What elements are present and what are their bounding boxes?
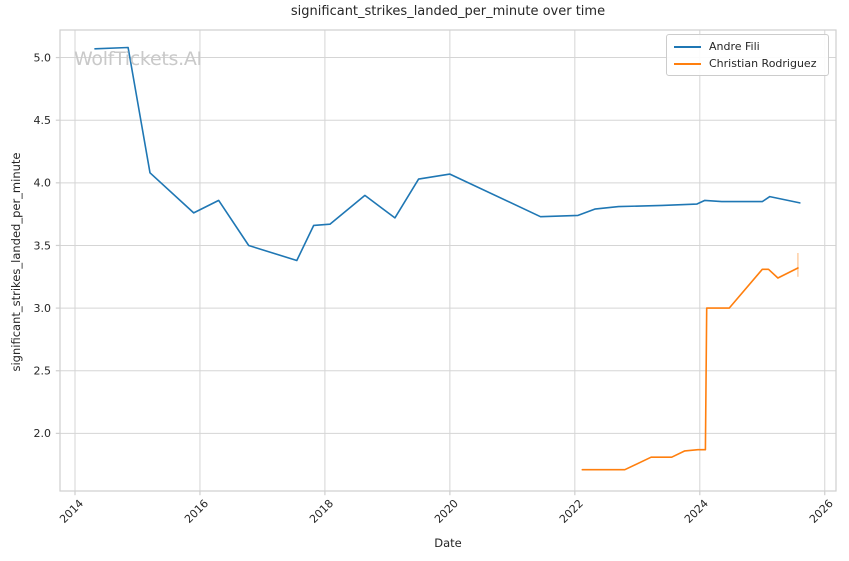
legend-label: Christian Rodriguez — [709, 57, 817, 70]
series-line-christian-rodriguez — [581, 267, 799, 471]
y-tick-label: 2.5 — [34, 365, 52, 378]
x-axis-label: Date — [434, 536, 462, 550]
y-tick-label: 5.0 — [34, 51, 52, 64]
chart-title: significant_strikes_landed_per_minute ov… — [290, 4, 606, 19]
y-axis-label: significant_strikes_landed_per_minute — [9, 152, 23, 372]
x-tick-label: 2026 — [807, 497, 836, 526]
x-tick-label: 2016 — [182, 497, 211, 526]
x-tick-label: 2024 — [682, 497, 711, 526]
x-tick-label: 2020 — [432, 497, 461, 526]
y-tick-label: 2.0 — [34, 427, 52, 440]
axes-spines — [59, 29, 837, 492]
y-tick-label: 4.0 — [34, 177, 52, 190]
series-line-andre-fili — [94, 46, 801, 262]
y-tick-label: 3.5 — [34, 239, 52, 252]
x-tick-label: 2022 — [557, 497, 586, 526]
x-tick-label: 2014 — [57, 497, 86, 526]
legend-line-swatch — [674, 45, 701, 48]
watermark: WolfTickets.AI — [74, 48, 202, 70]
legend-label: Andre Fili — [709, 40, 760, 53]
legend-line-swatch — [674, 62, 701, 65]
legend-item-christian-rodriguez: Christian Rodriguez — [674, 57, 820, 70]
y-tick-label: 3.0 — [34, 302, 52, 315]
x-tick-label: 2018 — [307, 497, 336, 526]
legend-item-andre-fili: Andre Fili — [674, 40, 820, 53]
y-tick-label: 4.5 — [34, 114, 52, 127]
legend: Andre Fili Christian Rodriguez — [666, 34, 829, 76]
